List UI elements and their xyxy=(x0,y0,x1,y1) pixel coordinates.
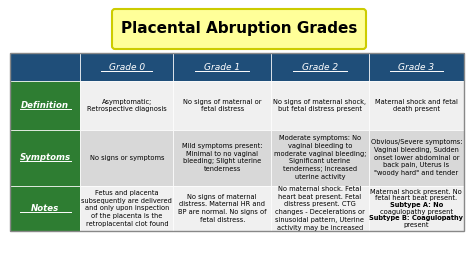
Text: Subtype B: Coagulopathy: Subtype B: Coagulopathy xyxy=(369,215,463,221)
Text: Mild symptoms present:
Minimal to no vaginal
bleeding; Slight uterine
tenderness: Mild symptoms present: Minimal to no vag… xyxy=(182,143,263,172)
Text: Maternal shock present. No: Maternal shock present. No xyxy=(371,189,462,195)
Text: Symptoms: Symptoms xyxy=(19,153,71,162)
Bar xyxy=(81,186,173,231)
FancyBboxPatch shape xyxy=(112,9,366,49)
Text: Asymptomatic;
Retrospective diagnosis: Asymptomatic; Retrospective diagnosis xyxy=(87,99,167,112)
Text: No signs or symptoms: No signs or symptoms xyxy=(90,155,164,161)
Bar xyxy=(369,81,464,130)
Bar xyxy=(10,81,81,130)
Bar xyxy=(81,130,173,186)
Text: Grade 2: Grade 2 xyxy=(302,63,338,72)
Text: fetal heart beat present.: fetal heart beat present. xyxy=(375,195,457,201)
Bar xyxy=(173,53,271,81)
Bar xyxy=(10,53,81,81)
Text: Obvious/Severe symptoms:
Vaginal bleeding, Sudden
onset lower abdominal or
back : Obvious/Severe symptoms: Vaginal bleedin… xyxy=(371,139,462,176)
Text: Grade 3: Grade 3 xyxy=(398,63,434,72)
Text: Moderate symptoms: No
vaginal bleeding to
moderate vaginal bleeding;
Significant: Moderate symptoms: No vaginal bleeding t… xyxy=(273,135,366,180)
Text: Subtype A: No: Subtype A: No xyxy=(390,202,443,208)
Text: No maternal shock. Fetal
heart beat present. Fetal
distress present. CTG
changes: No maternal shock. Fetal heart beat pres… xyxy=(275,186,365,231)
Text: Notes: Notes xyxy=(31,204,59,213)
Bar xyxy=(369,130,464,186)
Bar xyxy=(10,130,81,186)
Bar xyxy=(173,81,271,130)
Text: present: present xyxy=(403,222,429,228)
Text: Placental Abruption Grades: Placental Abruption Grades xyxy=(121,22,357,36)
Text: No signs of maternal shock,
but fetal distress present: No signs of maternal shock, but fetal di… xyxy=(273,99,366,112)
Bar xyxy=(81,81,173,130)
Bar xyxy=(271,130,369,186)
Bar xyxy=(271,53,369,81)
Bar xyxy=(10,186,81,231)
Bar xyxy=(369,186,464,231)
Text: Grade 0: Grade 0 xyxy=(109,63,145,72)
Bar xyxy=(271,81,369,130)
Bar xyxy=(271,186,369,231)
Text: Fetus and placenta
subsequently are delivered
and only upon inspection
of the pl: Fetus and placenta subsequently are deli… xyxy=(82,190,173,227)
Text: coagulopathy present: coagulopathy present xyxy=(380,209,453,215)
Bar xyxy=(173,186,271,231)
Bar xyxy=(81,53,173,81)
Text: Grade 1: Grade 1 xyxy=(204,63,240,72)
Bar xyxy=(10,53,464,231)
Bar xyxy=(369,53,464,81)
Text: No signs of maternal or
fetal distress: No signs of maternal or fetal distress xyxy=(183,99,262,112)
Text: Maternal shock and fetal
death present: Maternal shock and fetal death present xyxy=(375,99,458,112)
Text: Definition: Definition xyxy=(21,101,69,110)
Bar xyxy=(173,130,271,186)
Text: No signs of maternal
distress. Maternal HR and
BP are normal. No signs of
fetal : No signs of maternal distress. Maternal … xyxy=(178,194,266,223)
